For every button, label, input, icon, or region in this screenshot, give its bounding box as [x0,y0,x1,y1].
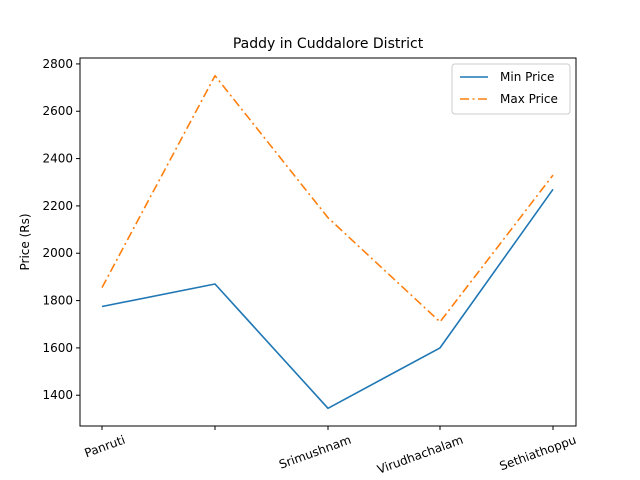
series-line-max-price [101,74,554,323]
series-line-min-price [101,188,554,410]
chart-title: Paddy in Cuddalore District [233,36,424,52]
legend: Min Price Max Price [451,63,571,115]
y-tick-label: 2600 [42,104,73,118]
y-axis-label: Price (Rs) [18,213,32,270]
legend-label: Min Price [500,70,554,84]
y-tick-label: 1800 [42,294,73,308]
y-tick-label: 2800 [42,57,73,71]
y-tick-label: 1400 [42,388,73,402]
y-tick-label: 2200 [42,199,73,213]
legend-label: Max Price [500,92,558,106]
y-tick-label: 1600 [42,341,73,355]
y-tick-label: 2000 [42,246,73,260]
y-tick-label: 2400 [42,152,73,166]
